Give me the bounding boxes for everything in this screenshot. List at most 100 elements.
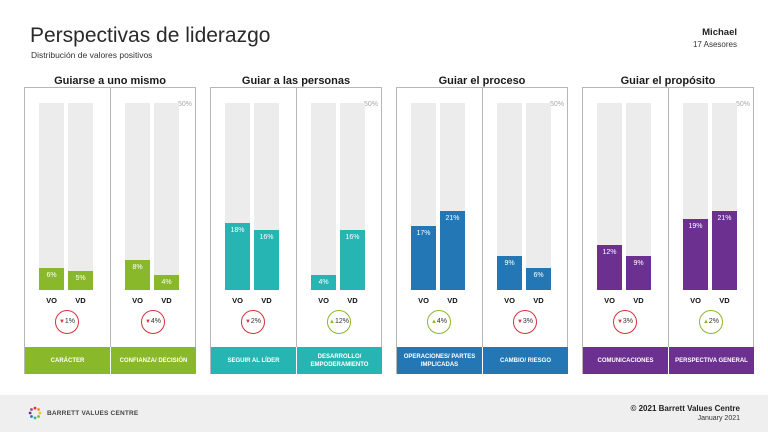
delta-value: 3%: [622, 318, 634, 325]
bar-value-label: 6%: [46, 272, 57, 279]
arrow-down-icon: ▼: [244, 319, 251, 325]
bar-vo: [497, 256, 522, 290]
bar-value-label: 16%: [345, 234, 360, 241]
bar-vd: [526, 268, 551, 290]
copyright: © 2021 Barrett Values Centre: [630, 404, 740, 413]
bar-track: [311, 103, 336, 290]
category-label: COMUNICACIONES: [583, 347, 668, 374]
series-label: VO: [232, 296, 243, 305]
delta-value: 4%: [150, 318, 162, 325]
bar-value-label: 17%: [416, 230, 431, 237]
bar-vd: [68, 271, 93, 290]
bar-value-label: 6%: [533, 272, 544, 279]
bar-value-label: 21%: [445, 215, 460, 222]
arrow-down-icon: ▼: [58, 319, 65, 325]
series-label: VD: [75, 296, 86, 305]
copyright-date: January 2021: [697, 415, 740, 422]
bar-track: [154, 103, 179, 290]
delta-value: 3%: [522, 318, 534, 325]
category-label: CAMBIO/ RIESGO: [483, 347, 568, 374]
bar-value-label: 21%: [717, 215, 732, 222]
series-label: VO: [132, 296, 143, 305]
series-label: VO: [504, 296, 515, 305]
bar-vo: [411, 226, 436, 290]
panel-divider: [110, 87, 111, 347]
bar-value-label: 4%: [318, 279, 329, 286]
bar-vd: [626, 256, 651, 290]
arrow-up-icon: ▲: [702, 319, 709, 325]
page-subtitle: Distribución de valores positivos: [31, 50, 153, 60]
arrow-down-icon: ▼: [144, 319, 151, 325]
scale-max-label: 50%: [364, 101, 379, 108]
arrow-down-icon: ▼: [616, 319, 623, 325]
category-label: CONFIANZA/ DECISIÓN: [111, 347, 196, 374]
series-label: VO: [46, 296, 57, 305]
series-label: VD: [161, 296, 172, 305]
bar-vd: [254, 230, 279, 290]
bar-vo: [311, 275, 336, 290]
series-label: VD: [347, 296, 358, 305]
delta-value: 1%: [64, 318, 76, 325]
category-label: SEGUIR AL LÍDER: [211, 347, 296, 374]
category-label: OPERACIONES/ PARTES IMPLICADAS: [397, 347, 482, 374]
series-label: VD: [447, 296, 458, 305]
series-label: VO: [418, 296, 429, 305]
delta-indicator: ▲12%: [327, 310, 351, 334]
category-label: DESARROLLO/ EMPODERAMIENTO: [297, 347, 382, 374]
bar-vd: [340, 230, 365, 290]
person-info: Michael 17 Asesores: [693, 27, 737, 49]
delta-value: 12%: [334, 318, 349, 325]
group-title: Guiarse a uno mismo: [54, 75, 166, 87]
bar-value-label: 5%: [75, 275, 86, 282]
scale-max-label: 50%: [178, 101, 193, 108]
scale-max-label: 50%: [736, 101, 751, 108]
bar-vd: [154, 275, 179, 290]
delta-value: 2%: [250, 318, 262, 325]
logo-text: BARRETT VALUES CENTRE: [47, 410, 139, 417]
footer: [0, 395, 768, 432]
bar-vo: [597, 245, 622, 290]
bar-track: [125, 103, 150, 290]
bar-value-label: 18%: [230, 227, 245, 234]
series-label: VD: [261, 296, 272, 305]
bar-vd: [712, 211, 737, 290]
arrow-down-icon: ▼: [516, 319, 523, 325]
barrett-logo-icon: [28, 406, 42, 420]
delta-indicator: ▼3%: [613, 310, 637, 334]
panel-divider: [482, 87, 483, 347]
bar-track: [526, 103, 551, 290]
bar-vo: [39, 268, 64, 290]
panel-divider: [296, 87, 297, 347]
panel-divider: [668, 87, 669, 347]
delta-indicator: ▲2%: [699, 310, 723, 334]
bar-value-label: 9%: [504, 260, 515, 267]
bar-vo: [125, 260, 150, 290]
arrow-up-icon: ▲: [329, 319, 335, 325]
bar-value-label: 9%: [633, 260, 644, 267]
advisor-count: 17 Asesores: [692, 40, 737, 49]
bar-vd: [440, 211, 465, 290]
series-label: VO: [604, 296, 615, 305]
arrow-up-icon: ▲: [430, 319, 437, 325]
bar-track: [39, 103, 64, 290]
category-label: CARÁCTER: [25, 347, 110, 374]
delta-indicator: ▲4%: [427, 310, 451, 334]
delta-value: 4%: [436, 318, 448, 325]
delta-indicator: ▼3%: [513, 310, 537, 334]
bar-value-label: 8%: [132, 264, 143, 271]
group-title: Guiar a las personas: [241, 75, 351, 87]
bar-vo: [683, 219, 708, 290]
bar-value-label: 16%: [259, 234, 274, 241]
page-title: Perspectivas de liderazgo: [30, 24, 271, 47]
series-label: VD: [633, 296, 644, 305]
series-label: VO: [690, 296, 701, 305]
delta-value: 2%: [708, 318, 720, 325]
person-name: Michael: [702, 27, 737, 38]
scale-max-label: 50%: [550, 101, 565, 108]
category-label: PERSPECTIVA GENERAL: [669, 347, 754, 374]
delta-indicator: ▼2%: [241, 310, 265, 334]
group-title: Guiar el proceso: [438, 75, 526, 87]
bar-value-label: 12%: [602, 249, 617, 256]
series-label: VO: [318, 296, 329, 305]
bar-track: [68, 103, 93, 290]
